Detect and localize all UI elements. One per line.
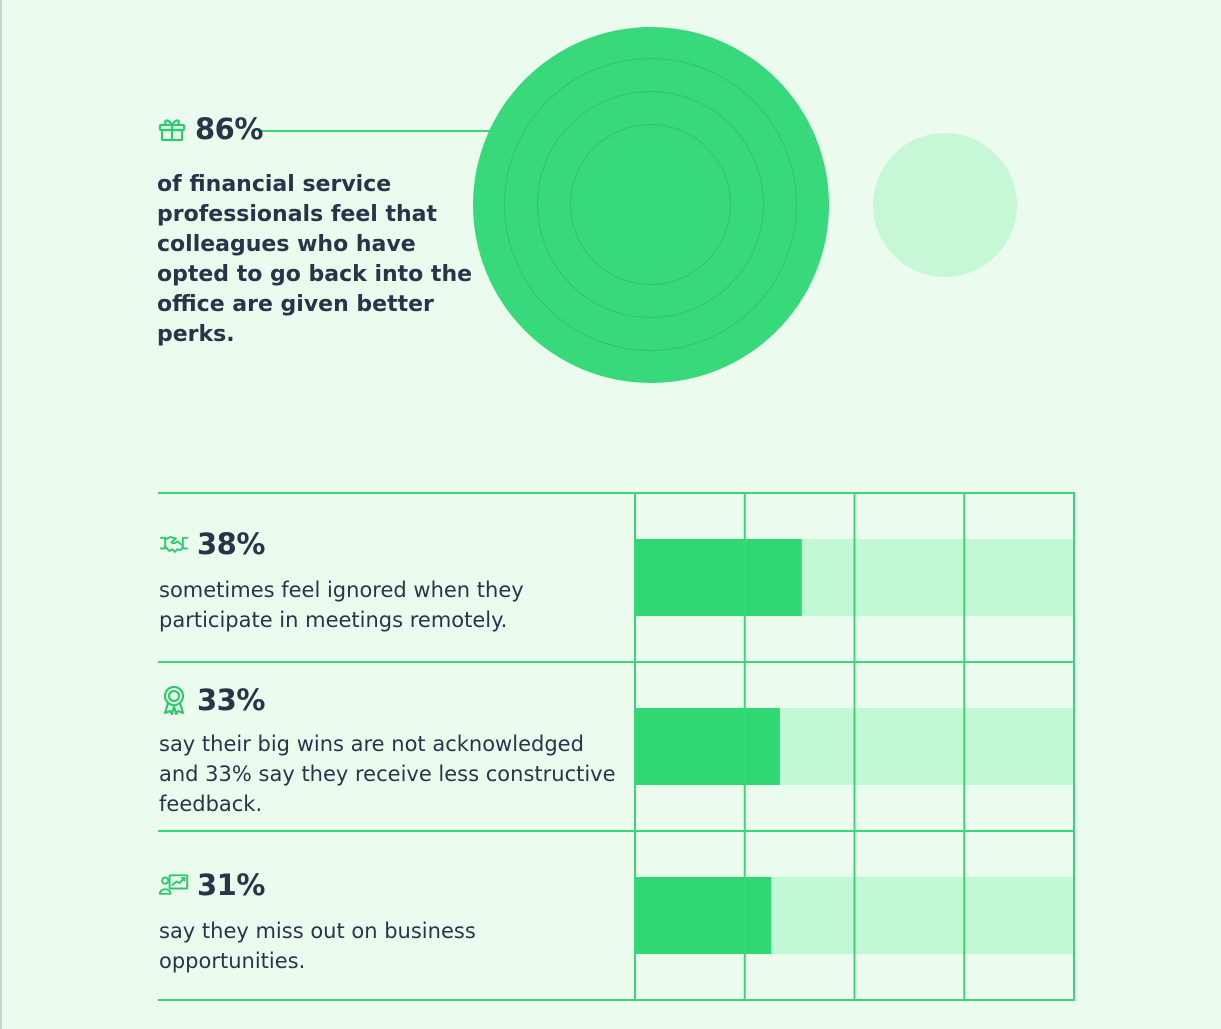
row-divider	[158, 492, 1075, 494]
stat-value: 31%	[197, 868, 265, 902]
stat-value: 38%	[197, 527, 265, 561]
large-circle-graphic	[473, 27, 829, 383]
stat-row-2: 33% say their big wins are not acknowled…	[159, 683, 619, 819]
row-divider	[158, 661, 1075, 663]
stat-row-header: 31%	[159, 868, 619, 902]
top-stat: 86% of financial service professionals f…	[157, 112, 477, 350]
circle-ring	[570, 124, 731, 285]
stat-value: 33%	[197, 683, 265, 717]
bar	[635, 708, 780, 785]
row-divider	[158, 999, 1075, 1001]
stat-row-header: 33%	[159, 683, 619, 717]
award-badge-icon	[159, 685, 189, 715]
page-edge	[0, 0, 2, 1029]
circle-ring	[537, 91, 764, 318]
top-stat-header: 86%	[157, 112, 477, 146]
top-stat-description: of financial service professionals feel …	[157, 172, 473, 347]
top-stat-value: 86%	[195, 112, 263, 146]
connector-line	[258, 130, 490, 132]
small-circle-graphic	[873, 133, 1017, 277]
bar	[635, 539, 802, 616]
handshake-icon	[159, 529, 189, 559]
row-divider	[158, 830, 1075, 832]
circle-ring	[504, 58, 797, 351]
stat-description: say their big wins are not acknowledged …	[159, 732, 616, 816]
bar	[635, 877, 772, 954]
stat-description: sometimes feel ignored when they partici…	[159, 578, 524, 632]
stat-row-header: 38%	[159, 527, 619, 561]
stat-description: say they miss out on business opportunit…	[159, 919, 476, 973]
stat-row-3: 31% say they miss out on business opport…	[159, 868, 619, 976]
gift-icon	[157, 114, 187, 144]
stat-row-1: 38% sometimes feel ignored when they par…	[159, 527, 619, 635]
presentation-growth-icon	[159, 870, 189, 900]
